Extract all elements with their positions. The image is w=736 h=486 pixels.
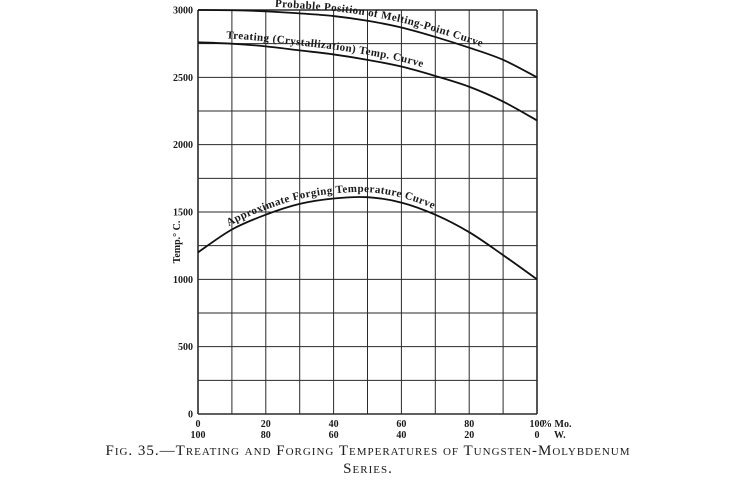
caption-line-1: Fig. 35.—Treating and Forging Temperatur… xyxy=(105,443,631,459)
series-line xyxy=(197,196,538,281)
x-tick-label-mo: 100 xyxy=(530,419,545,430)
curve-labels: Probable Position of Melting-Point Curve… xyxy=(224,0,484,229)
series-line xyxy=(197,41,538,122)
x-tick-label-mo: 20 xyxy=(261,419,271,430)
y-axis-label: Temp.° C. xyxy=(172,220,183,263)
x-tick-label-w: 20 xyxy=(464,430,474,441)
figure-caption: Fig. 35.—Treating and Forging Temperatur… xyxy=(0,442,736,478)
y-tick-label: 1500 xyxy=(173,208,193,219)
x-axis-label-mo: % Mo. xyxy=(542,419,572,430)
x-tick-label-w: 0 xyxy=(535,430,540,441)
y-tick-label: 3000 xyxy=(173,6,193,17)
series-label: Approximate Forging Temperature Curve xyxy=(224,183,437,229)
x-axis-label-w: W. xyxy=(554,430,566,441)
x-tick-label-mo: 80 xyxy=(464,419,474,430)
x-tick-label-w: 80 xyxy=(261,430,271,441)
x-tick-label-mo: 0 xyxy=(196,419,201,430)
y-tick-label: 2000 xyxy=(173,140,193,151)
series-label: Treating (Crystallization) Temp. Curve xyxy=(226,29,425,70)
y-tick-label: 2500 xyxy=(173,73,193,84)
caption-line-2: Series. xyxy=(343,461,393,477)
y-tick-label: 500 xyxy=(178,342,193,353)
series-lines xyxy=(197,9,538,281)
x-tick-label-w: 100 xyxy=(191,430,206,441)
y-tick-label: 0 xyxy=(188,410,193,421)
x-tick-label-w: 40 xyxy=(396,430,406,441)
series-line xyxy=(197,9,538,79)
x-tick-label-mo: 40 xyxy=(329,419,339,430)
y-tick-label: 1000 xyxy=(173,275,193,286)
x-tick-label-w: 60 xyxy=(329,430,339,441)
y-tick-labels: 0 500 1000 1500 2000 2500 3000 xyxy=(173,6,193,421)
x-tick-label-mo: 60 xyxy=(396,419,406,430)
